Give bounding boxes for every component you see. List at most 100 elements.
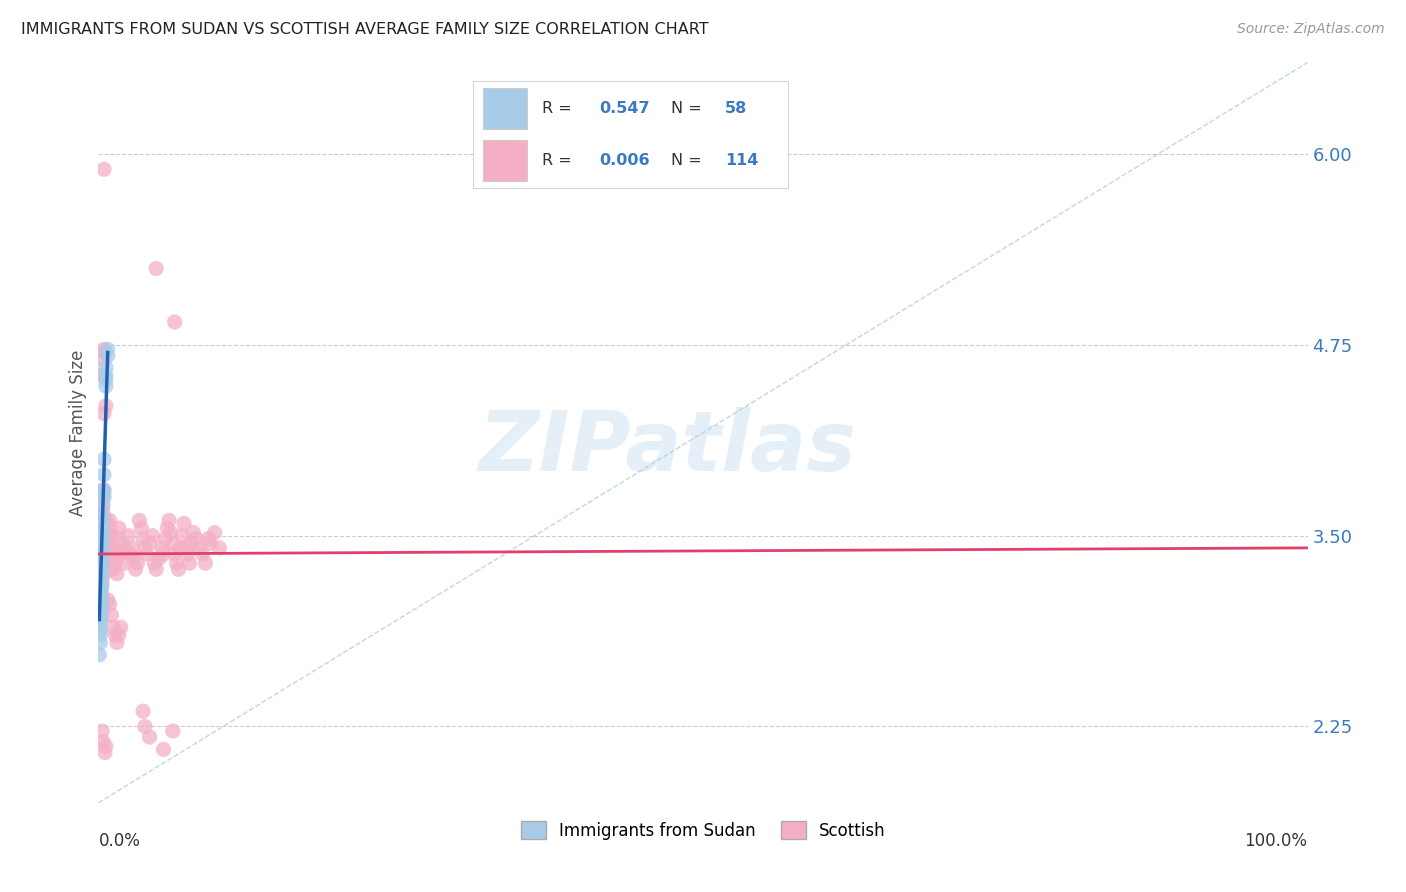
Point: [111, 536, 134, 550]
Point: [90, 590, 112, 604]
Point: [127, 556, 149, 570]
Point: [90, 544, 112, 558]
Point: [91, 521, 114, 535]
Point: [97, 544, 120, 558]
Point: [90, 577, 112, 591]
Point: [91, 368, 114, 383]
Point: [132, 704, 155, 718]
Point: [91, 735, 114, 749]
Point: [104, 544, 127, 558]
Point: [93, 491, 115, 505]
Point: [89, 582, 111, 596]
Point: [93, 343, 115, 357]
Point: [89, 624, 111, 638]
Point: [90, 559, 112, 574]
Point: [98, 598, 121, 612]
Point: [155, 532, 177, 546]
Point: [93, 452, 115, 467]
Point: [90, 613, 112, 627]
Point: [90, 598, 112, 612]
Point: [89, 635, 111, 649]
Point: [90, 541, 112, 555]
Point: [89, 590, 111, 604]
Point: [89, 648, 111, 662]
Point: [97, 349, 120, 363]
Point: [162, 536, 184, 550]
Point: [198, 536, 221, 550]
Text: Source: ZipAtlas.com: Source: ZipAtlas.com: [1237, 22, 1385, 37]
Point: [91, 501, 114, 516]
Point: [89, 562, 111, 576]
Point: [89, 587, 111, 601]
Point: [103, 562, 125, 576]
Point: [90, 582, 112, 596]
Point: [94, 513, 117, 527]
Point: [177, 547, 200, 561]
Point: [98, 521, 121, 535]
Point: [197, 532, 219, 546]
Point: [93, 566, 115, 581]
Point: [93, 559, 115, 574]
Point: [100, 541, 122, 555]
Point: [89, 566, 111, 581]
Point: [89, 571, 111, 585]
Point: [90, 574, 112, 589]
Point: [89, 577, 111, 591]
Point: [157, 513, 180, 527]
Point: [134, 719, 156, 733]
Point: [135, 547, 157, 561]
Point: [110, 547, 132, 561]
Point: [91, 525, 114, 540]
Text: ZIPatlas: ZIPatlas: [478, 407, 856, 488]
Point: [97, 516, 120, 531]
Point: [100, 608, 122, 623]
Point: [91, 510, 114, 524]
Point: [89, 598, 111, 612]
Point: [104, 556, 127, 570]
Point: [194, 556, 217, 570]
Point: [94, 399, 117, 413]
Point: [138, 730, 160, 744]
Point: [91, 571, 114, 585]
Point: [97, 536, 120, 550]
Point: [98, 513, 121, 527]
Point: [90, 562, 112, 576]
Point: [91, 516, 114, 531]
Point: [94, 746, 117, 760]
Point: [90, 559, 112, 574]
Point: [91, 536, 114, 550]
Point: [89, 547, 111, 561]
Point: [90, 541, 112, 555]
Point: [90, 602, 112, 616]
Point: [118, 547, 141, 561]
Point: [91, 536, 114, 550]
Point: [91, 551, 114, 566]
Point: [89, 602, 111, 616]
Point: [89, 613, 111, 627]
Point: [90, 532, 112, 546]
Point: [90, 608, 112, 623]
Point: [105, 635, 128, 649]
Point: [89, 620, 111, 634]
Point: [143, 556, 166, 570]
Point: [162, 724, 184, 739]
Point: [90, 592, 112, 607]
Point: [163, 547, 186, 561]
Point: [179, 556, 201, 570]
Point: [108, 532, 131, 546]
Point: [93, 407, 115, 421]
Point: [114, 556, 136, 570]
Point: [138, 536, 160, 550]
Point: [89, 551, 111, 566]
Point: [117, 529, 139, 543]
Point: [108, 628, 131, 642]
Point: [94, 360, 117, 375]
Legend: Immigrants from Sudan, Scottish: Immigrants from Sudan, Scottish: [513, 814, 893, 847]
Point: [93, 467, 115, 482]
Point: [103, 620, 125, 634]
Point: [91, 498, 114, 512]
Point: [110, 620, 132, 634]
Point: [90, 566, 112, 581]
Point: [91, 724, 114, 739]
Point: [163, 315, 186, 329]
